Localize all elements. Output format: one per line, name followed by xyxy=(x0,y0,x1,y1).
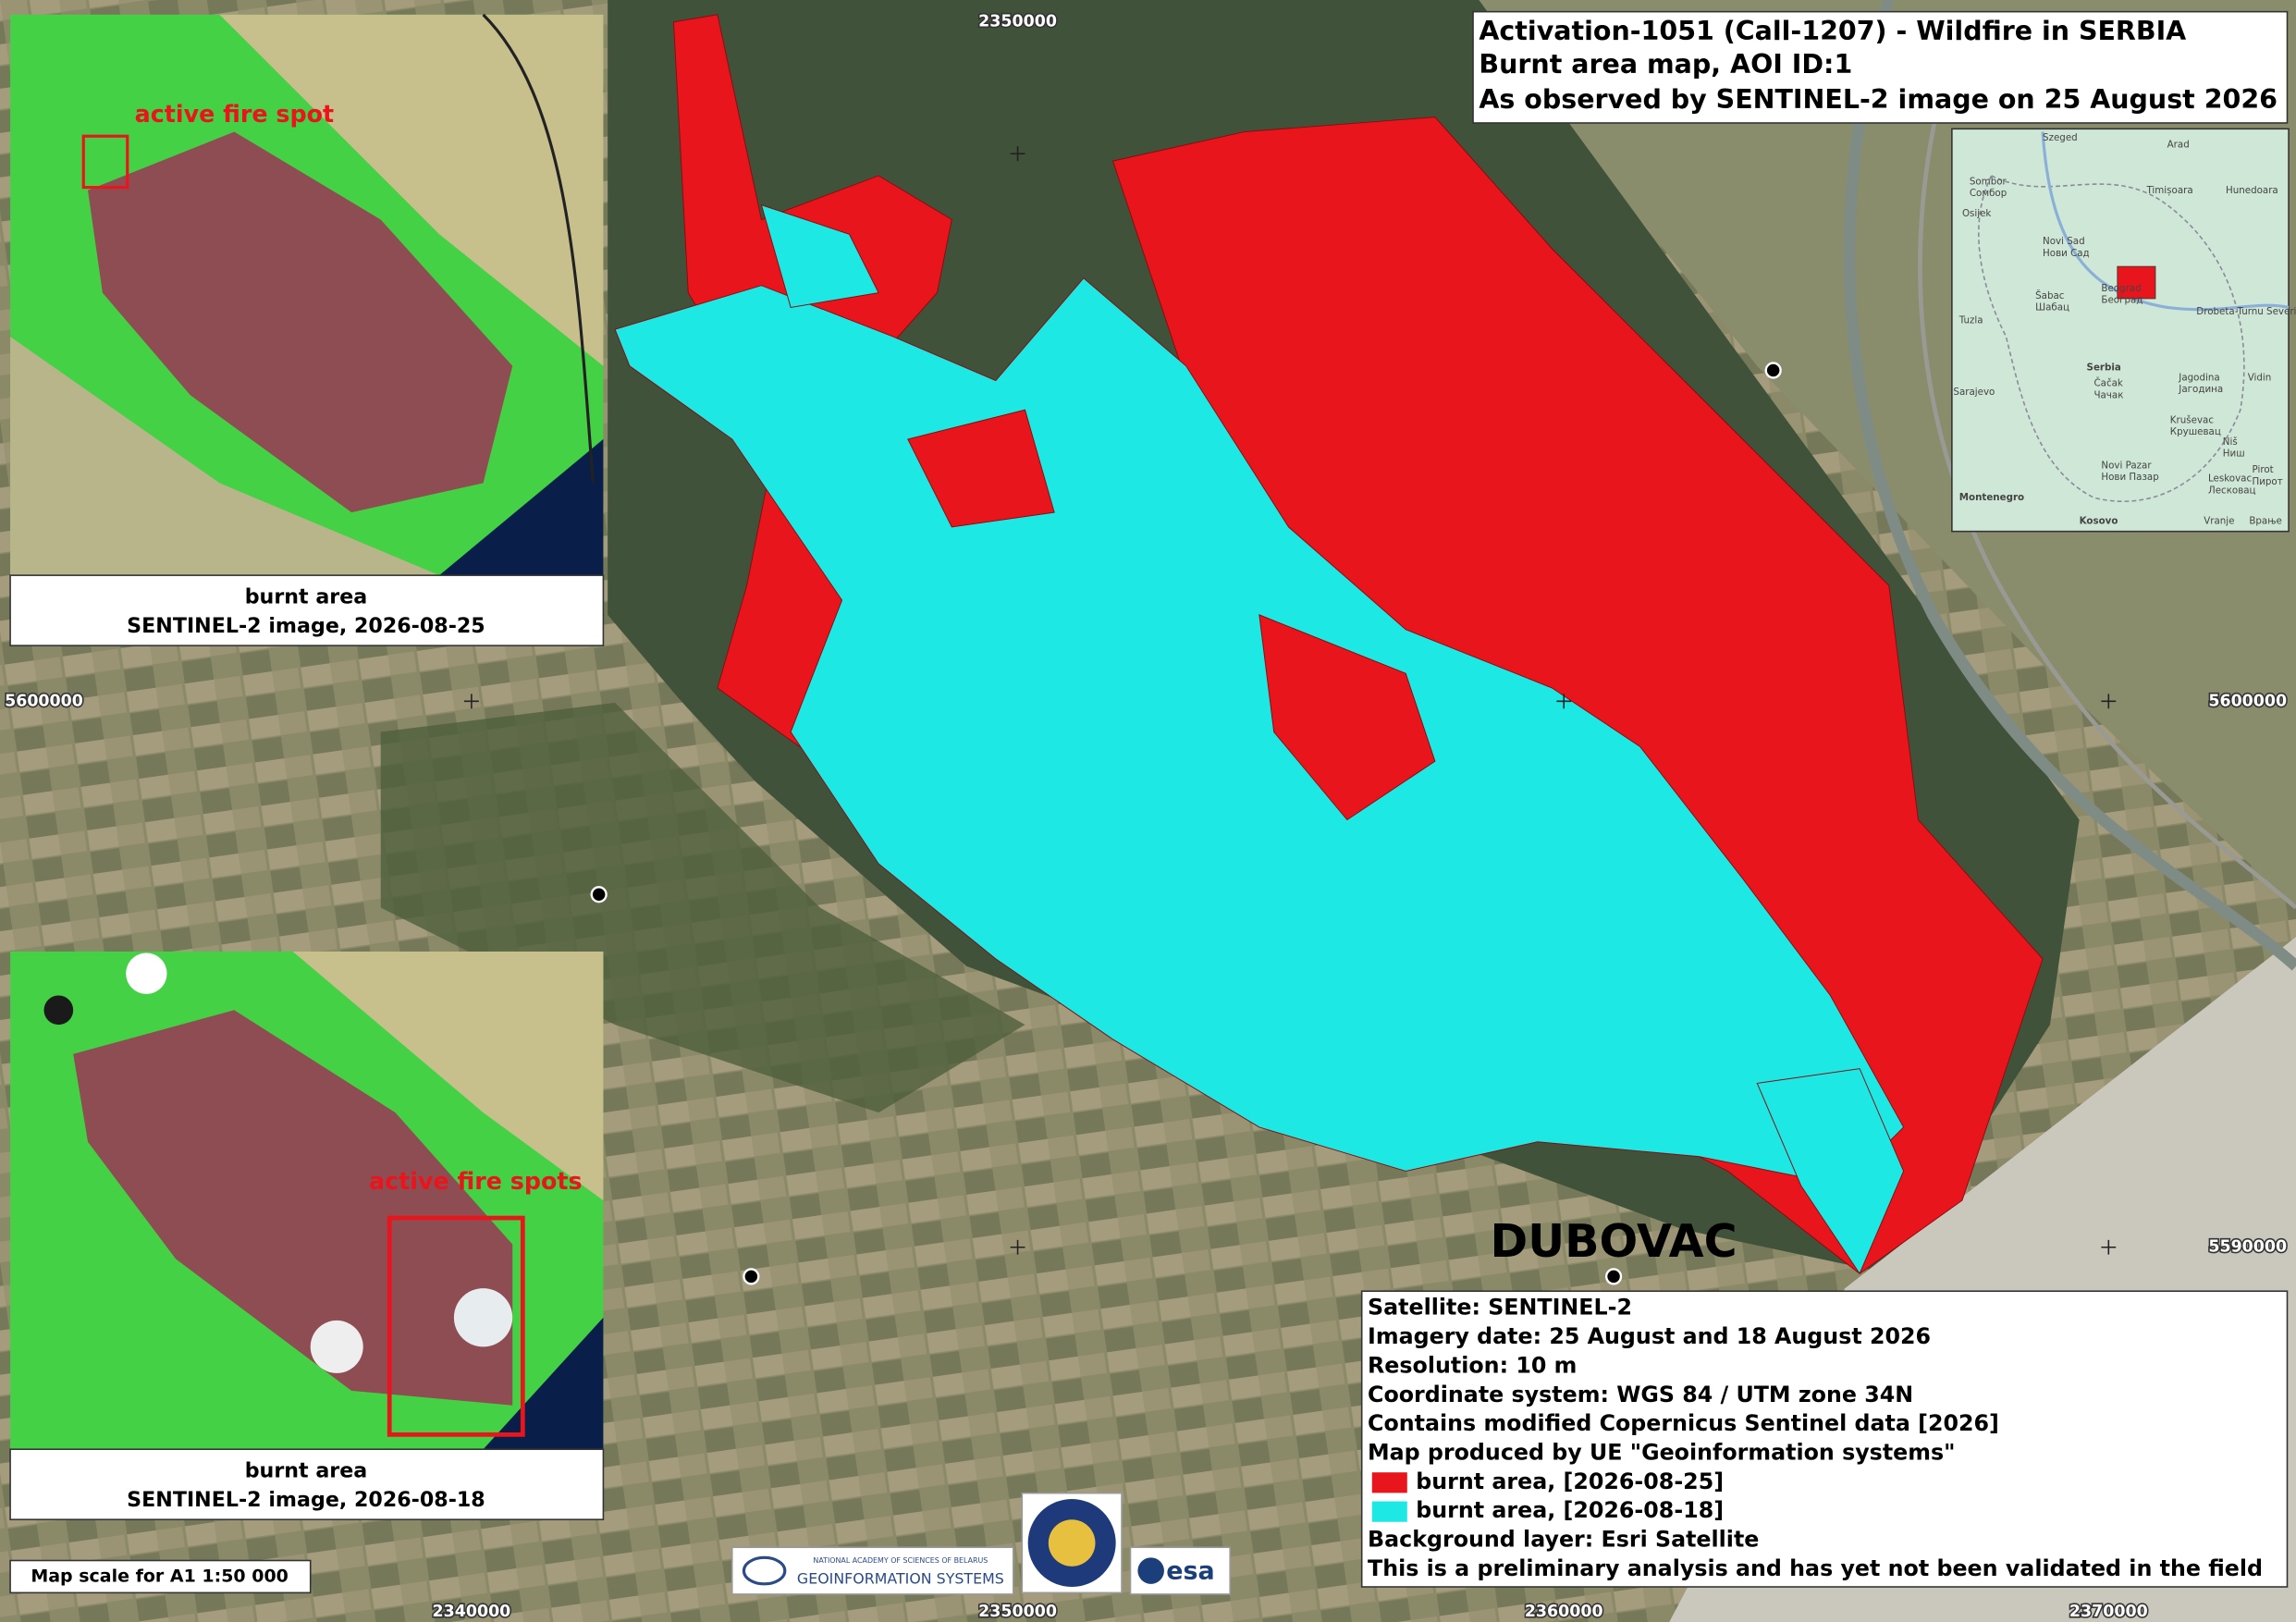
title-box xyxy=(1472,10,2289,124)
logo-text: GEOINFORMATION SYSTEMS xyxy=(797,1570,1004,1588)
settlement-dots xyxy=(590,362,1782,1285)
grid-label: 2370000 xyxy=(2069,1603,2148,1621)
info-line: Resolution: 10 m xyxy=(1368,1352,1577,1378)
locator-label: Serbia xyxy=(2087,362,2121,373)
grid-label: 2350000 xyxy=(978,1603,1057,1621)
inset-caption: SENTINEL-2 image, 2026-08-18 xyxy=(127,1488,485,1512)
locator-label: Београд xyxy=(2101,295,2143,306)
locator-label: Novi Pazar xyxy=(2101,460,2152,471)
locator-label: Pirot xyxy=(2252,464,2273,475)
locator-label: Шабац xyxy=(2035,301,2069,313)
title-line: As observed by SENTINEL-2 image on 25 Au… xyxy=(1479,84,2278,115)
locator-label: Sarajevo xyxy=(1953,387,1995,398)
scale-box xyxy=(9,1559,312,1594)
locator-label: Jagodina xyxy=(2178,372,2219,383)
locator-label: Врање xyxy=(2249,516,2281,527)
locator-label: Šabac xyxy=(2035,289,2065,301)
locator-label: Јагодина xyxy=(2178,384,2223,395)
locator-label: Beograd xyxy=(2101,283,2141,294)
info-line: Map produced by UE "Geoinformation syste… xyxy=(1368,1439,1955,1465)
legend-swatch xyxy=(1371,1501,1407,1522)
locator-label: Чачак xyxy=(2093,389,2123,400)
logo-text: NATIONAL ACADEMY OF SCIENCES OF BELARUS xyxy=(813,1556,988,1565)
info-line: Satellite: SENTINEL-2 xyxy=(1368,1295,1632,1321)
inset-annotation: active fire spot xyxy=(135,100,334,128)
locator-label: Montenegro xyxy=(1959,492,2024,503)
locator-label: Hunedoara xyxy=(2226,185,2278,196)
inset-caption: SENTINEL-2 image, 2026-08-25 xyxy=(127,614,485,638)
inset-annotation: active fire spots xyxy=(369,1167,582,1195)
locator-label: Vranje xyxy=(2204,516,2234,527)
locator-label: Нови Сад xyxy=(2043,248,2090,259)
locator-label: Vidin xyxy=(2248,372,2272,383)
burnt-polygon xyxy=(1756,1068,1905,1275)
grid-label: 2360000 xyxy=(1525,1603,1603,1621)
legend-label: burnt area, [2026-08-18] xyxy=(1416,1497,1724,1523)
logo-icon xyxy=(1137,1557,1164,1584)
locator-label: Szeged xyxy=(2043,132,2078,143)
locator-label: Timișoara xyxy=(2145,185,2192,196)
locator-label: Osijek xyxy=(1962,208,1991,219)
burnt-polygon xyxy=(1259,614,1436,821)
inset-caption: burnt area xyxy=(245,1458,368,1482)
info-note: This is a preliminary analysis and has y… xyxy=(1368,1555,2263,1581)
info-box xyxy=(1360,1290,2289,1588)
info-note: Background layer: Esri Satellite xyxy=(1368,1526,1759,1552)
grid-label: 5600000 xyxy=(5,692,83,710)
burnt-areas xyxy=(614,14,2044,1275)
locator-label: Novi Sad xyxy=(2043,236,2085,247)
locator-label: Крушевац xyxy=(2170,426,2221,437)
locator-label: Čačak xyxy=(2093,377,2122,389)
locator-label: Sombor xyxy=(1970,176,2007,187)
info-line: Imagery date: 25 August and 18 August 20… xyxy=(1368,1323,1931,1349)
grid-label: 2350000 xyxy=(978,13,1057,31)
inset-caption-box xyxy=(9,574,605,646)
inset-image xyxy=(10,13,604,576)
logo-box xyxy=(731,1546,1014,1595)
locator-label: Kosovo xyxy=(2080,516,2118,527)
grid-crosses xyxy=(463,146,2117,1255)
locator-label: Niš xyxy=(2223,436,2238,448)
grid-label: 5600000 xyxy=(2208,692,2287,710)
locator-label: Лесковац xyxy=(2208,485,2256,496)
info-line: Coordinate system: WGS 84 / UTM zone 34N xyxy=(1368,1382,1913,1407)
inset-caption-box xyxy=(9,1448,605,1520)
locator-label: Kruševac xyxy=(2170,414,2215,425)
locator-label: Сомбор xyxy=(1970,188,2007,199)
title-line: Burnt area map, AOI ID:1 xyxy=(1479,49,1852,80)
locator-label: Leskovac xyxy=(2208,473,2252,485)
grid-label: 5590000 xyxy=(2208,1238,2287,1257)
inset-image xyxy=(10,951,604,1450)
locator-label: Пирот xyxy=(2252,476,2282,487)
inset-caption: burnt area xyxy=(245,584,368,608)
logo-icon xyxy=(742,1555,787,1586)
grid-labels: 2350000 2340000 2350000 2360000 2370000 56000… xyxy=(4,11,2289,1622)
burnt-polygon xyxy=(760,203,879,308)
scale-label: Map scale for A1 1:50 000 xyxy=(31,1566,289,1586)
legend-label: burnt area, [2026-08-25] xyxy=(1416,1468,1724,1494)
locator-label: Нови Пазар xyxy=(2101,472,2158,483)
locator-label: Tuzla xyxy=(1958,315,1983,326)
logo-icon xyxy=(1048,1519,1096,1567)
burnt-polygon xyxy=(907,409,1055,528)
locator-label: Drobeta-Turnu Severin xyxy=(2196,306,2296,317)
legend-swatch xyxy=(1371,1472,1407,1493)
logo-text: esa xyxy=(1166,1557,1214,1586)
title-line: Activation-1051 (Call-1207) - Wildfire i… xyxy=(1479,16,2186,46)
place-label: DUBOVAC xyxy=(1491,1214,1737,1268)
info-line: Contains modified Copernicus Sentinel da… xyxy=(1368,1410,1999,1436)
locator-label: Ниш xyxy=(2223,449,2245,460)
grid-label: 2340000 xyxy=(433,1603,511,1621)
locator-label: Arad xyxy=(2167,140,2190,151)
